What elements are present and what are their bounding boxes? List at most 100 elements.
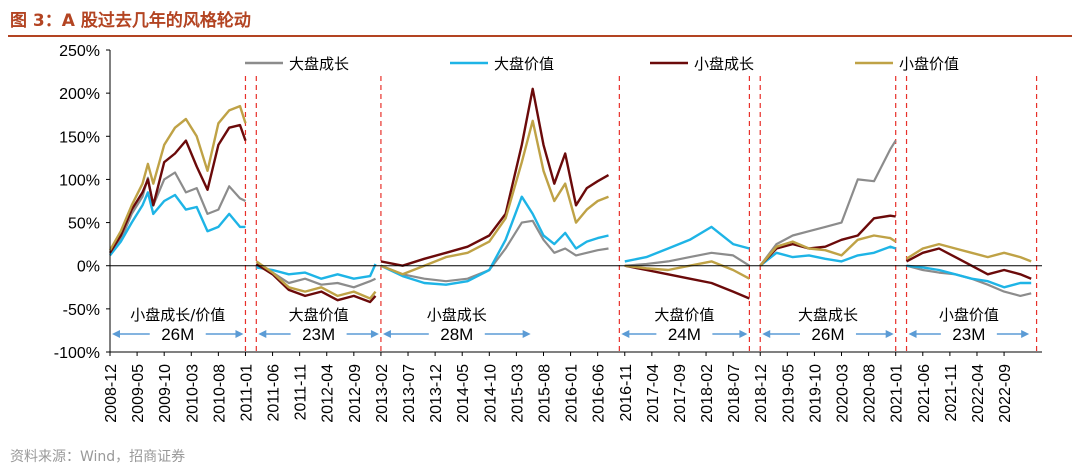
y-tick-label: 250% — [59, 43, 100, 60]
legend: 大盘成长 大盘价值 小盘成长 小盘价值 — [245, 55, 959, 73]
x-tick-label: 2018-07 — [726, 364, 743, 423]
x-tick-label: 2017-09 — [672, 364, 689, 423]
x-tick-label: 2014-05 — [455, 364, 472, 423]
large-growth-line — [380, 219, 609, 283]
period-arrowhead-right — [522, 330, 531, 338]
y-tick-label: 150% — [59, 129, 100, 146]
period-arrowhead-left — [112, 330, 120, 338]
small-growth-line — [380, 87, 610, 267]
x-tick-label: 2016-06 — [591, 364, 608, 423]
period-duration: 23M — [952, 325, 985, 344]
x-tick-label: 2014-10 — [482, 364, 499, 423]
x-tick-label: 2011-06 — [266, 364, 283, 422]
large-growth-line — [109, 171, 246, 254]
axis-layer: -100% -50% 0% 50% 100% 150% 200% 250% 2008-12 200… — [54, 43, 1042, 423]
small-value-line — [255, 260, 377, 300]
period-arrowhead-left — [382, 330, 391, 338]
small-value-line — [905, 242, 1032, 263]
x-tick-label: 2010-08 — [211, 364, 228, 423]
period-label: 大盘成长 — [798, 306, 858, 324]
small-value-line — [759, 234, 897, 267]
x-tick-label: 2020-08 — [862, 364, 879, 423]
source-note: 资料来源：Wind，招商证券 — [10, 449, 186, 465]
x-tick-label: 2011-01 — [238, 364, 255, 422]
annotation-layer: 小盘成长/价值26M大盘价值23M小盘成长28M大盘价值24M大盘成长26M小盘… — [112, 306, 1030, 344]
x-tick-label: 2020-03 — [835, 364, 852, 423]
y-tick-label: 200% — [59, 86, 100, 103]
period-duration: 24M — [668, 325, 701, 344]
x-tick-label: 2009-05 — [130, 364, 147, 423]
legend-label-large-growth: 大盘成长 — [289, 55, 349, 73]
period-arrowhead-left — [762, 330, 771, 338]
large-growth-line — [624, 251, 750, 267]
x-tick-label: 2009-10 — [157, 364, 174, 423]
x-tick-label: 2019-05 — [780, 364, 797, 423]
x-tick-label: 2013-07 — [401, 364, 418, 423]
x-tick-label: 2010-03 — [184, 364, 201, 423]
period-arrowhead-right — [370, 330, 379, 338]
large-value-line — [109, 191, 246, 257]
y-tick-label: 100% — [59, 172, 100, 189]
small-growth-line — [108, 123, 247, 254]
x-tick-label: 2011-11 — [293, 364, 310, 420]
x-tick-label: 2013-12 — [428, 364, 445, 423]
title-divider — [8, 35, 1072, 37]
small-value-line — [380, 119, 609, 276]
large-value-line — [759, 245, 897, 267]
x-tick-label: 2015-08 — [536, 364, 553, 423]
period-arrowhead-left — [258, 330, 267, 338]
large-value-line — [624, 225, 750, 263]
large-value-line — [380, 195, 609, 286]
period-arrowhead-right — [235, 330, 244, 338]
y-tick-label: -50% — [63, 302, 100, 319]
period-duration: 23M — [302, 325, 335, 344]
period-label: 小盘成长/价值 — [130, 306, 225, 324]
x-tick-label: 2008-12 — [103, 364, 120, 423]
y-tick-label: 0% — [77, 259, 100, 276]
legend-label-large-value: 大盘价值 — [494, 55, 554, 73]
period-label: 小盘价值 — [939, 306, 999, 324]
x-tick-label: 2021-01 — [889, 364, 906, 423]
x-tick-label: 2012-09 — [347, 364, 364, 423]
large-value-line — [256, 263, 377, 280]
period-label: 大盘价值 — [654, 306, 714, 324]
legend-label-small-growth: 小盘成长 — [694, 55, 754, 73]
x-tick-label: 2016-01 — [564, 364, 581, 423]
x-tick-label: 2018-02 — [699, 364, 716, 423]
y-tick-label: 50% — [68, 216, 100, 233]
period-label: 小盘成长 — [427, 306, 487, 324]
chart-title: 图 3：A 股过去几年的风格轮动 — [10, 11, 251, 31]
large-growth-line — [759, 140, 897, 267]
small-growth-line — [255, 262, 377, 304]
x-tick-label: 2022-09 — [997, 364, 1014, 423]
y-tick-label: -100% — [54, 345, 100, 362]
period-duration: 28M — [440, 325, 473, 344]
x-tick-label: 2015-03 — [509, 364, 526, 423]
x-tick-label: 2018-12 — [753, 364, 770, 423]
small-growth-line — [759, 214, 896, 267]
divider-layer — [244, 76, 1038, 352]
period-duration: 26M — [161, 325, 194, 344]
period-duration: 26M — [811, 325, 844, 344]
period-arrowhead-right — [739, 330, 748, 338]
x-tick-label: 2012-04 — [320, 364, 337, 423]
x-tick-label: 2021-06 — [916, 364, 933, 423]
series-layer — [108, 87, 1032, 304]
legend-label-small-value: 小盘价值 — [899, 55, 959, 73]
small-growth-line — [624, 264, 750, 300]
small-value-line — [108, 104, 247, 251]
large-value-line — [906, 264, 1032, 289]
x-tick-label: 2013-02 — [374, 364, 391, 423]
large-growth-line — [906, 264, 1032, 297]
x-tick-label: 2016-11 — [618, 364, 635, 422]
period-label: 大盘价值 — [289, 306, 349, 324]
x-tick-label: 2021-11 — [943, 364, 960, 422]
period-arrowhead-left — [621, 330, 630, 338]
x-tick-label: 2017-04 — [645, 364, 662, 423]
period-arrowhead-right — [1021, 330, 1030, 338]
x-tick-label: 2022-04 — [970, 364, 987, 423]
period-arrowhead-right — [885, 330, 894, 338]
period-arrowhead-left — [908, 330, 917, 338]
x-tick-label: 2019-10 — [807, 364, 824, 423]
